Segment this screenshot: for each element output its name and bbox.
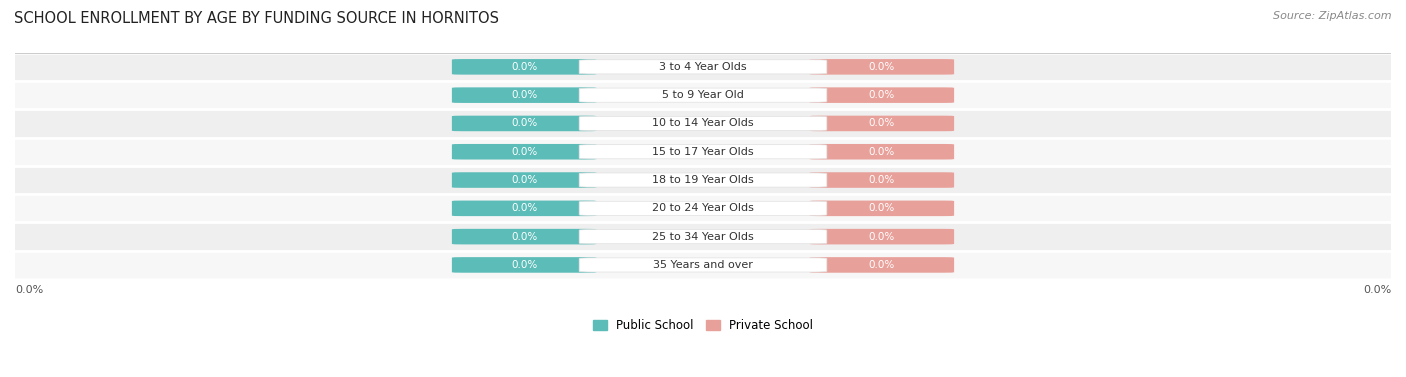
FancyBboxPatch shape: [451, 172, 596, 188]
Text: 25 to 34 Year Olds: 25 to 34 Year Olds: [652, 231, 754, 242]
Bar: [15, 138, 1391, 166]
Bar: [15, 81, 1391, 109]
FancyBboxPatch shape: [451, 116, 596, 131]
FancyBboxPatch shape: [810, 257, 955, 273]
FancyBboxPatch shape: [579, 88, 827, 102]
Text: 0.0%: 0.0%: [869, 90, 896, 100]
Text: 0.0%: 0.0%: [869, 175, 896, 185]
Text: 0.0%: 0.0%: [869, 231, 896, 242]
Text: 0.0%: 0.0%: [510, 147, 537, 157]
FancyBboxPatch shape: [579, 145, 827, 159]
FancyBboxPatch shape: [451, 144, 596, 159]
Text: 0.0%: 0.0%: [869, 62, 896, 72]
FancyBboxPatch shape: [579, 230, 827, 244]
Bar: [15, 251, 1391, 279]
Text: 15 to 17 Year Olds: 15 to 17 Year Olds: [652, 147, 754, 157]
FancyBboxPatch shape: [579, 173, 827, 187]
Bar: [15, 166, 1391, 194]
Bar: [15, 109, 1391, 138]
FancyBboxPatch shape: [451, 229, 596, 244]
FancyBboxPatch shape: [451, 257, 596, 273]
Bar: [15, 53, 1391, 81]
Text: 0.0%: 0.0%: [510, 203, 537, 213]
FancyBboxPatch shape: [810, 87, 955, 103]
Text: Source: ZipAtlas.com: Source: ZipAtlas.com: [1274, 11, 1392, 21]
Text: 10 to 14 Year Olds: 10 to 14 Year Olds: [652, 118, 754, 129]
FancyBboxPatch shape: [579, 116, 827, 130]
FancyBboxPatch shape: [451, 87, 596, 103]
Text: 0.0%: 0.0%: [510, 260, 537, 270]
Legend: Public School, Private School: Public School, Private School: [588, 314, 818, 337]
Text: 0.0%: 0.0%: [510, 175, 537, 185]
Text: 0.0%: 0.0%: [1362, 285, 1391, 295]
Text: 18 to 19 Year Olds: 18 to 19 Year Olds: [652, 175, 754, 185]
Text: 35 Years and over: 35 Years and over: [652, 260, 754, 270]
Text: 5 to 9 Year Old: 5 to 9 Year Old: [662, 90, 744, 100]
Text: 0.0%: 0.0%: [869, 147, 896, 157]
FancyBboxPatch shape: [810, 201, 955, 216]
Text: 0.0%: 0.0%: [869, 203, 896, 213]
Text: 0.0%: 0.0%: [869, 118, 896, 129]
FancyBboxPatch shape: [451, 59, 596, 75]
FancyBboxPatch shape: [451, 201, 596, 216]
FancyBboxPatch shape: [810, 59, 955, 75]
FancyBboxPatch shape: [810, 172, 955, 188]
FancyBboxPatch shape: [810, 229, 955, 244]
Text: 0.0%: 0.0%: [869, 260, 896, 270]
Text: 0.0%: 0.0%: [510, 231, 537, 242]
Text: 0.0%: 0.0%: [510, 62, 537, 72]
FancyBboxPatch shape: [810, 116, 955, 131]
FancyBboxPatch shape: [810, 144, 955, 159]
Bar: [15, 194, 1391, 222]
Text: 0.0%: 0.0%: [15, 285, 44, 295]
FancyBboxPatch shape: [579, 258, 827, 272]
Text: 3 to 4 Year Olds: 3 to 4 Year Olds: [659, 62, 747, 72]
Bar: [15, 222, 1391, 251]
Text: 20 to 24 Year Olds: 20 to 24 Year Olds: [652, 203, 754, 213]
Text: 0.0%: 0.0%: [510, 118, 537, 129]
FancyBboxPatch shape: [579, 60, 827, 74]
FancyBboxPatch shape: [579, 201, 827, 215]
Text: SCHOOL ENROLLMENT BY AGE BY FUNDING SOURCE IN HORNITOS: SCHOOL ENROLLMENT BY AGE BY FUNDING SOUR…: [14, 11, 499, 26]
Text: 0.0%: 0.0%: [510, 90, 537, 100]
